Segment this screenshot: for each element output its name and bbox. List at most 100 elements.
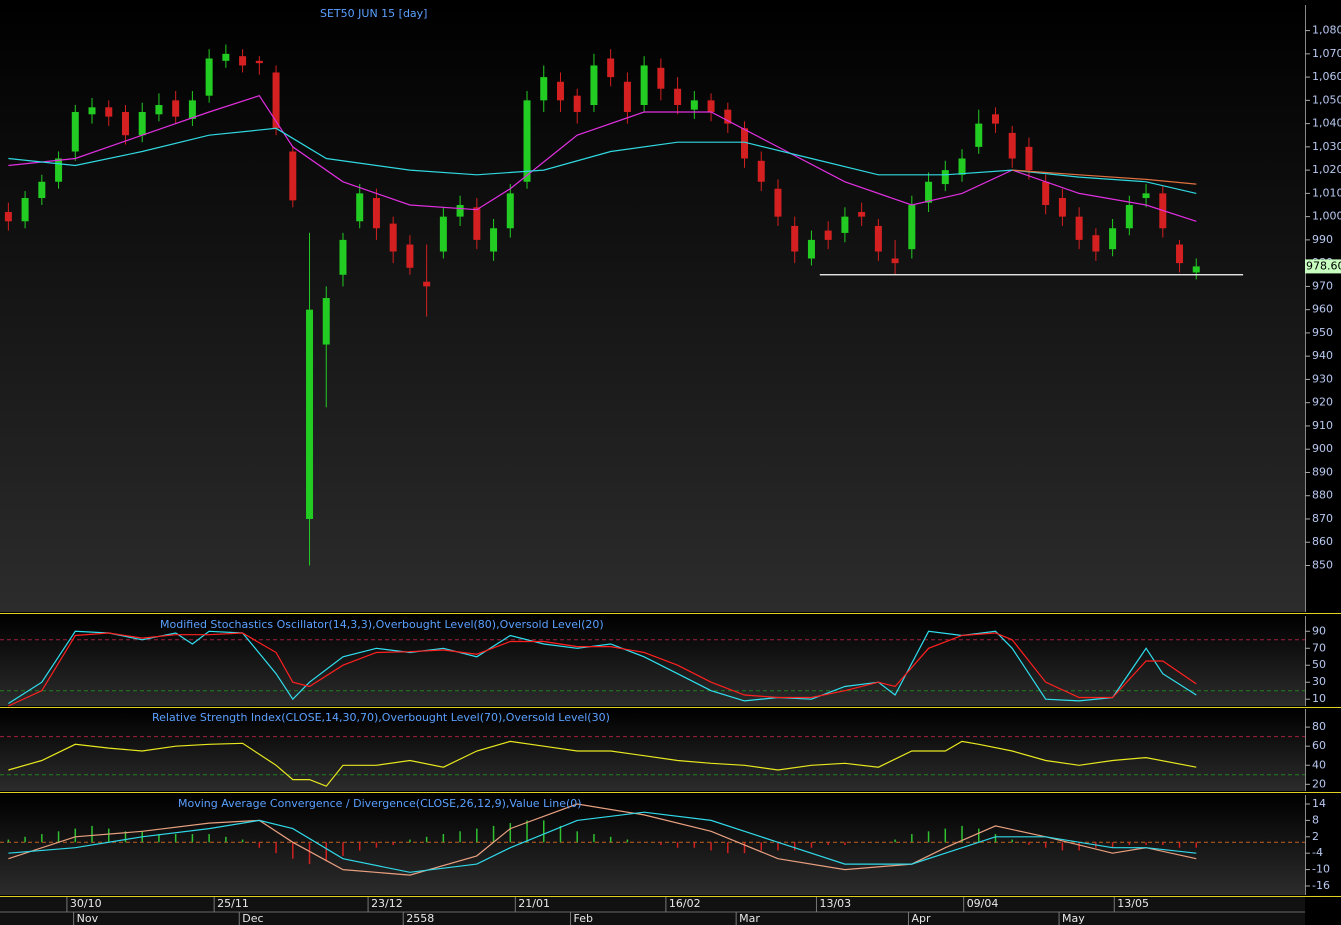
y-tick-label: 1,010 [1312,186,1341,199]
y-tick-label: 970 [1312,279,1333,292]
candle-body [791,225,799,252]
y-tick-label: 880 [1312,489,1333,502]
y-tick-label: 890 [1312,465,1333,478]
y-tick-label: 1,000 [1312,210,1341,223]
y-tick-label: 60 [1312,739,1326,752]
candle-body [71,111,79,152]
candle-body [941,170,949,185]
candle-body [289,151,297,201]
candle-body [707,100,715,112]
candle-body [623,81,631,112]
candle-body [925,181,933,203]
panel-title: Relative Strength Index(CLOSE,14,30,70),… [152,711,610,724]
candle-body [121,111,129,136]
y-tick-label: 1,020 [1312,163,1341,176]
month-label: 2558 [406,912,434,925]
x-tick-label: 25/11 [217,897,249,910]
y-tick-label: 20 [1312,777,1326,790]
month-label: Nov [77,912,99,925]
candle-body [573,95,581,112]
panel-background [0,795,1305,895]
y-tick-label: -16 [1312,879,1330,892]
last-price-label: 978.60 [1306,259,1341,272]
y-tick-label: 990 [1312,233,1333,246]
candle-body [4,211,12,222]
x-tick-label: 23/12 [371,897,403,910]
candle-body [991,114,999,124]
candle-body [1058,198,1066,217]
candle-body [55,158,63,182]
y-tick-label: 1,060 [1312,70,1341,83]
candle-body [188,100,196,119]
candle-body [807,239,815,259]
candle-body [222,53,230,61]
candle-body [490,228,498,252]
candle-body [1176,244,1184,264]
candle-body [21,198,29,222]
panel-background [0,709,1305,791]
candle-body [891,258,899,264]
candle-body [958,158,966,175]
candle-body [1125,205,1133,229]
month-label: Apr [911,912,931,925]
candle-body [205,58,213,96]
candle-body [1042,181,1050,206]
x-tick-label: 13/03 [819,897,851,910]
candle-body [138,111,146,136]
y-tick-label: 40 [1312,758,1326,771]
candle-body [239,56,247,66]
indicator-line [8,803,1197,876]
candle-body [724,109,732,124]
y-tick-label: 80 [1312,720,1326,733]
candle-body [389,223,397,252]
candle-body [556,81,564,101]
candle-body [690,100,698,110]
x-axis-background [0,897,1305,925]
candle-body [372,198,380,229]
y-tick-label: 960 [1312,303,1333,316]
month-label: Dec [242,912,263,925]
y-tick-label: 900 [1312,442,1333,455]
candle-body [1142,193,1150,199]
month-label: Mar [739,912,760,925]
y-tick-label: 940 [1312,349,1333,362]
panel-title: Modified Stochastics Oscillator(14,3,3),… [160,618,604,631]
candle-body [975,123,983,147]
panel-title: Moving Average Convergence / Divergence(… [178,797,582,810]
y-tick-label: -4 [1312,846,1323,859]
y-tick-label: 70 [1312,641,1326,654]
y-tick-label: 850 [1312,558,1333,571]
y-tick-label: 50 [1312,658,1326,671]
x-tick-label: 09/04 [967,897,999,910]
y-tick-label: 870 [1312,512,1333,525]
candle-body [540,77,548,101]
candle-body [38,181,46,199]
month-label: Feb [574,912,593,925]
candle-body [155,105,163,115]
candle-body [406,244,414,268]
candle-body [607,58,615,78]
candle-body [356,193,364,222]
candle-body [506,193,514,229]
candle-body [1092,235,1100,252]
candle-body [774,188,782,217]
y-tick-label: 920 [1312,396,1333,409]
candle-body [640,65,648,106]
candle-body [105,107,113,117]
candle-body [272,72,280,129]
candle-body [741,128,749,159]
y-tick-label: 910 [1312,419,1333,432]
y-tick-label: 8 [1312,813,1319,826]
indicator-line [1012,169,1197,185]
indicator-line [8,811,1197,873]
candle-body [172,100,180,117]
candle-body [657,67,665,89]
candle-body [439,216,447,252]
candle-body [590,65,598,106]
x-tick-label: 13/05 [1117,897,1149,910]
candle-body [757,160,765,182]
y-tick-label: 1,050 [1312,93,1341,106]
candle-body [456,205,464,217]
candle-body [306,309,314,519]
candle-body [339,239,347,275]
